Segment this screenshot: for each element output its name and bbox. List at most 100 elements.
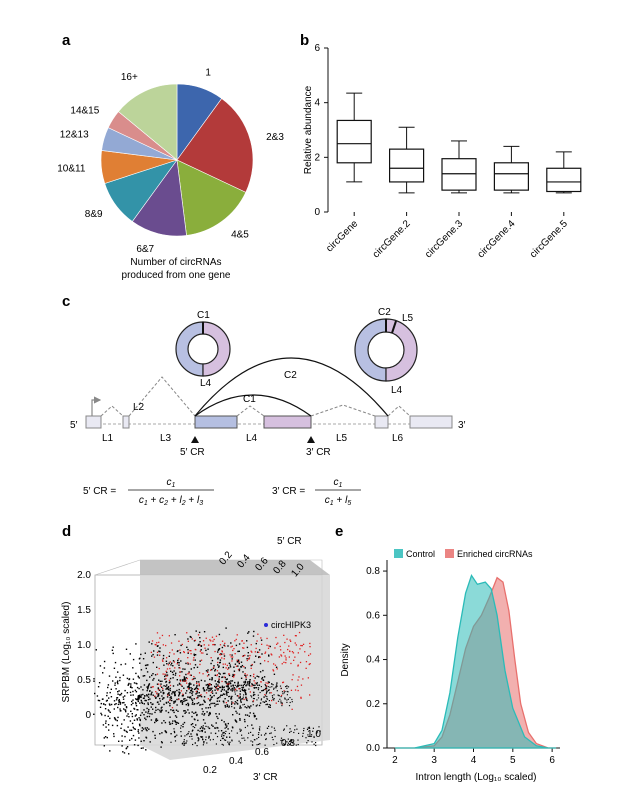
- box-ylabel: Relative abundance: [303, 85, 314, 174]
- box-ytick-1: 2: [314, 152, 320, 163]
- panel-letter-d: d: [62, 523, 71, 540]
- box-0: [336, 92, 372, 183]
- svg-text:c1: c1: [334, 477, 343, 489]
- density-ytick-3: 0.6: [366, 610, 380, 621]
- pie-label-2: 4&5: [231, 229, 249, 240]
- density-ytick-4: 0.8: [366, 566, 380, 577]
- scatter-zlabel: SRPBM (Log₁₀ scaled): [61, 602, 72, 703]
- svg-text:c1 + l5: c1 + l5: [325, 495, 352, 507]
- segment-label-l1: L1: [102, 433, 114, 444]
- donut-left-label-l4: L4: [200, 378, 212, 389]
- density-xtick-2: 4: [471, 755, 477, 766]
- scatter-xlabel: 3′ CR: [253, 772, 278, 783]
- box-category-4: circGene.5: [528, 218, 570, 260]
- density-xtick-3: 5: [510, 755, 516, 766]
- pie-slice-8: [118, 83, 178, 161]
- box-ytick-3: 6: [314, 43, 320, 54]
- box-4: [546, 151, 582, 194]
- box-2: [441, 140, 477, 194]
- scatter-xtick-1: 0.4: [229, 756, 243, 767]
- density-ytick-0: 0.0: [366, 743, 380, 754]
- scatter-xtick-2: 0.6: [255, 747, 269, 758]
- density-xtick-1: 3: [431, 755, 437, 766]
- panel-b: b 0 2 4 6 circGene circGene.2 circGene.3 circGe…: [300, 32, 582, 260]
- svg-text:c1: c1: [167, 477, 176, 489]
- pie-label-4: 8&9: [85, 209, 103, 220]
- scatter-xtick-3: 0.8: [281, 738, 295, 749]
- gene-structure: 5′ 3′ L1 L2 L3 L4 L5 L6 C1 C2 5′ CR 3′ C…: [70, 357, 466, 458]
- arc-label-c2: C2: [284, 370, 297, 381]
- pie-caption-line-2: produced from one gene: [122, 270, 231, 281]
- pie-label-3: 6&7: [136, 244, 154, 255]
- scatter-xtick-0: 0.2: [203, 765, 217, 776]
- pie-label-8: 16+: [121, 72, 138, 83]
- label-five-prime: 5′: [70, 420, 78, 431]
- density-ytick-2: 0.4: [366, 655, 380, 666]
- pie-labels: 1 2&3 4&5 6&7 8&9 10&11 12&13 14&15 16+: [57, 68, 284, 256]
- box-1: [389, 126, 425, 194]
- box-ytick-0: 0: [314, 207, 320, 218]
- panel-letter-e: e: [335, 523, 343, 540]
- box-ytick-2: 4: [314, 98, 320, 109]
- density-ytick-1: 0.2: [366, 699, 380, 710]
- panel-letter-b: b: [300, 32, 309, 49]
- label-five-prime-cr: 5′ CR: [180, 447, 205, 458]
- svg-text:c1 + c2 + l2 + l3: c1 + c2 + l2 + l3: [139, 495, 203, 507]
- pie-label-5: 10&11: [57, 164, 86, 175]
- svg-text:3′ CR =: 3′ CR =: [272, 486, 305, 497]
- scatter-points: [93, 627, 321, 755]
- scatter-ztick-2: 1.0: [77, 640, 91, 651]
- point-circhipk3: [264, 623, 268, 627]
- scatter-ztick-4: 2.0: [77, 570, 91, 581]
- legend-swatch-control: [394, 549, 403, 558]
- label-three-prime-cr: 3′ CR: [306, 447, 331, 458]
- panel-c: c C1 L4 C2 L5 L4: [62, 293, 466, 507]
- legend-swatch-enriched: [445, 549, 454, 558]
- donut-right-label-l5: L5: [402, 313, 414, 324]
- arc-label-c1: C1: [243, 394, 256, 405]
- formula-five-prime-cr: 5′ CR = c1 c1 + c2 + l2 + l3: [83, 477, 214, 507]
- density-plot: 0.0 0.2 0.4 0.6 0.8 2 3 4 5 6: [366, 560, 560, 766]
- segment-label-l6: L6: [392, 433, 404, 444]
- box-3: [493, 145, 529, 194]
- pie-slice-2: [176, 159, 247, 236]
- pie-label-7: 14&15: [70, 106, 99, 117]
- density-series-0: [394, 574, 557, 749]
- box-category-2: circGene.3: [423, 218, 465, 260]
- donut-left-label-c1: C1: [197, 310, 210, 321]
- svg-text:5′ CR =: 5′ CR =: [83, 486, 116, 497]
- label-three-prime: 3′: [458, 420, 466, 431]
- segment-label-l5: L5: [336, 433, 348, 444]
- box-category-0: circGene: [324, 218, 360, 254]
- density-ylabel: Density: [340, 643, 351, 676]
- pie-chart: [100, 83, 254, 237]
- donut-right-label-c2: C2: [378, 307, 391, 318]
- pie-caption-line-1: Number of circRNAs: [130, 257, 221, 268]
- donut-left: C1 L4: [175, 310, 231, 389]
- segment-label-l2: L2: [133, 402, 145, 413]
- pie-label-0: 1: [205, 68, 211, 79]
- panel-d: d circHIPK3 0 0.5 1.0 1.5 2.0 0.2 0.4 0.6 0.8 1.0…: [61, 523, 330, 783]
- legend-label-enriched: Enriched circRNAs: [457, 549, 533, 559]
- density-xtick-4: 6: [549, 755, 555, 766]
- scatter-ztick-0: 0: [85, 710, 91, 721]
- legend-label-control: Control: [406, 549, 435, 559]
- density-xlabel: Intron length (Log₁₀ scaled): [416, 772, 537, 783]
- segment-label-l4: L4: [246, 433, 258, 444]
- donut-right: C2 L5 L4: [354, 307, 418, 396]
- pie-label-1: 2&3: [266, 132, 284, 143]
- scatter-ztick-3: 1.5: [77, 605, 91, 616]
- density-xtick-0: 2: [392, 755, 398, 766]
- scatter-xtick-4: 1.0: [307, 729, 321, 740]
- formula-three-prime-cr: 3′ CR = c1 c1 + l5: [272, 477, 361, 507]
- panel-e: e 0.0 0.2 0.4 0.6 0.8 2 3 4 5 6 Density Intron le…: [335, 523, 560, 783]
- scatter-ylabel: 5′ CR: [277, 536, 302, 547]
- segment-label-l3: L3: [160, 433, 172, 444]
- box-plot: 0 2 4 6 circGene circGene.2 circGene.3 circGene…: [314, 43, 582, 260]
- donut-right-label-l4: L4: [391, 385, 403, 396]
- box-category-1: circGene.2: [371, 218, 413, 260]
- panel-a: a 1 2&3 4&5 6&7 8&9 10&11 12&13 14&15 16+ Number…: [57, 32, 284, 281]
- panel-letter-c: c: [62, 293, 70, 310]
- panel-letter-a: a: [62, 32, 71, 49]
- box-category-3: circGene.4: [476, 218, 518, 260]
